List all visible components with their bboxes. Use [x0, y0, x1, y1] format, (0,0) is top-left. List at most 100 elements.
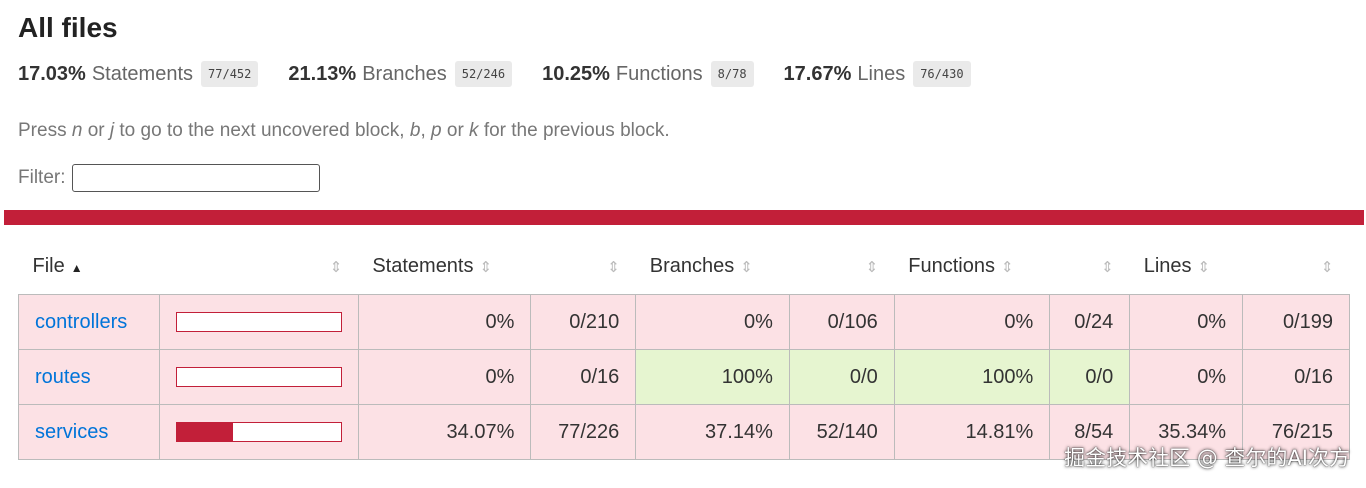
file-link[interactable]: controllers: [35, 310, 128, 333]
file-cell: routes: [18, 349, 160, 405]
table-row: services 34.07% 77/226 37.14% 52/140 14.…: [18, 404, 1350, 460]
sort-icon: ⇕: [865, 258, 879, 276]
column-header-branches-raw[interactable]: ⇕: [789, 238, 894, 295]
column-header-lines-raw[interactable]: ⇕: [1243, 238, 1350, 295]
summary-pct: 21.13%: [288, 62, 357, 85]
functions-pct: 0%: [893, 294, 1051, 350]
watermark: 掘金技术社区 @ 查尔的AI次方: [1064, 446, 1350, 470]
summary-label: Lines: [857, 62, 906, 85]
column-header-statements[interactable]: Statements ⇕: [358, 238, 531, 295]
summary-fraction-badge: 76/430: [913, 61, 971, 87]
sort-ascending-icon: ▲: [70, 260, 83, 275]
sort-icon: ⇕: [607, 258, 620, 276]
coverage-summary: 17.03% Statements 77/452 21.13% Branches…: [18, 59, 1001, 89]
page-title: All files: [18, 12, 118, 43]
hint-text: or: [441, 120, 470, 141]
sort-icon: ⇕: [1000, 258, 1014, 276]
coverage-bar-cell: [158, 294, 359, 350]
coverage-status-bar: [4, 210, 1364, 225]
hint-text: ,: [420, 120, 432, 141]
hint-key: b: [409, 120, 421, 141]
summary-label: Branches: [362, 62, 447, 85]
statements-pct: 0%: [357, 349, 532, 405]
column-header-file-bar[interactable]: ⇕: [159, 238, 358, 295]
statements-fraction: 0/210: [530, 294, 637, 350]
hint-key: k: [469, 120, 479, 141]
keyboard-hint: Press n or j to go to the next uncovered…: [18, 120, 670, 142]
header-label: Functions: [908, 254, 995, 277]
column-header-branches[interactable]: Branches ⇕: [636, 238, 790, 295]
file-link[interactable]: routes: [35, 365, 91, 388]
hint-key: p: [431, 120, 442, 141]
table-row: routes 0% 0/16 100% 0/0 100% 0/0 0% 0/16: [18, 349, 1350, 405]
summary-fraction-badge: 77/452: [201, 61, 259, 87]
sort-icon: ⇕: [1197, 258, 1211, 276]
statements-fraction: 77/226: [530, 404, 637, 460]
lines-fraction: 0/199: [1242, 294, 1350, 350]
functions-pct: 100%: [893, 349, 1051, 405]
file-cell: controllers: [18, 294, 160, 350]
filter-input[interactable]: [71, 164, 320, 192]
header-label: File: [32, 254, 65, 277]
lines-pct: 0%: [1129, 294, 1244, 350]
hint-text: or: [82, 120, 110, 141]
coverage-bar-cell: [158, 404, 359, 460]
header-label: Branches: [649, 254, 735, 277]
sort-icon: ⇕: [329, 258, 343, 276]
branches-fraction: 0/106: [788, 294, 895, 350]
coverage-bar: [175, 367, 342, 387]
functions-pct: 14.81%: [893, 404, 1051, 460]
summary-functions: 10.25% Functions 8/78: [542, 61, 754, 87]
sort-icon: ⇕: [1320, 258, 1334, 276]
coverage-bar: [175, 422, 342, 442]
lines-fraction: 0/16: [1242, 349, 1350, 405]
branches-pct: 37.14%: [635, 404, 790, 460]
filter-row: Filter:: [18, 164, 320, 192]
lines-pct: 35.34%: [1129, 404, 1244, 460]
statements-pct: 0%: [357, 294, 532, 350]
branches-pct: 0%: [635, 294, 790, 350]
summary-branches: 21.13% Branches 52/246: [288, 61, 513, 87]
summary-pct: 17.67%: [783, 62, 852, 85]
hint-text: for the previous block.: [478, 120, 670, 141]
summary-label: Functions: [615, 62, 703, 85]
functions-fraction: 0/0: [1049, 349, 1131, 405]
coverage-bar-cell: [158, 349, 359, 405]
header-label: Lines: [1143, 254, 1192, 277]
sort-icon: ⇕: [479, 258, 493, 276]
branches-pct: 100%: [635, 349, 790, 405]
coverage-bar: [175, 312, 342, 332]
branches-fraction: 52/140: [788, 404, 895, 460]
functions-fraction: 0/24: [1049, 294, 1131, 350]
functions-fraction: 8/54: [1049, 404, 1131, 460]
lines-fraction: 76/215: [1242, 404, 1350, 460]
statements-fraction: 0/16: [530, 349, 637, 405]
hint-key: n: [71, 120, 83, 141]
summary-pct: 17.03%: [18, 62, 86, 85]
column-header-functions-raw[interactable]: ⇕: [1050, 238, 1130, 295]
lines-pct: 0%: [1129, 349, 1244, 405]
summary-pct: 10.25%: [542, 62, 610, 85]
column-header-lines[interactable]: Lines ⇕: [1130, 238, 1243, 295]
statements-pct: 34.07%: [357, 404, 532, 460]
file-cell: services: [18, 404, 160, 460]
coverage-table: File ▲ ⇕ Statements ⇕ ⇕ Branches ⇕ ⇕ Functi…: [18, 238, 1350, 460]
hint-key: j: [109, 120, 115, 141]
sort-icon: ⇕: [1101, 258, 1114, 276]
hint-text: to go to the next uncovered block,: [114, 120, 410, 141]
summary-statements: 17.03% Statements 77/452: [18, 61, 259, 87]
summary-fraction-badge: 52/246: [454, 61, 513, 87]
coverage-bar-fill: [176, 423, 233, 441]
file-link[interactable]: services: [35, 420, 109, 443]
branches-fraction: 0/0: [788, 349, 895, 405]
column-header-functions[interactable]: Functions ⇕: [894, 238, 1050, 295]
column-header-file[interactable]: File ▲: [19, 238, 160, 295]
column-header-statements-raw[interactable]: ⇕: [531, 238, 636, 295]
summary-fraction-badge: 8/78: [710, 61, 754, 87]
hint-text: Press: [18, 120, 72, 141]
table-header-row: File ▲ ⇕ Statements ⇕ ⇕ Branches ⇕ ⇕ Functi…: [19, 238, 1350, 295]
summary-label: Statements: [91, 62, 194, 85]
header-label: Statements: [372, 254, 474, 277]
sort-icon: ⇕: [740, 258, 753, 276]
summary-lines: 17.67% Lines 76/430: [784, 61, 971, 87]
